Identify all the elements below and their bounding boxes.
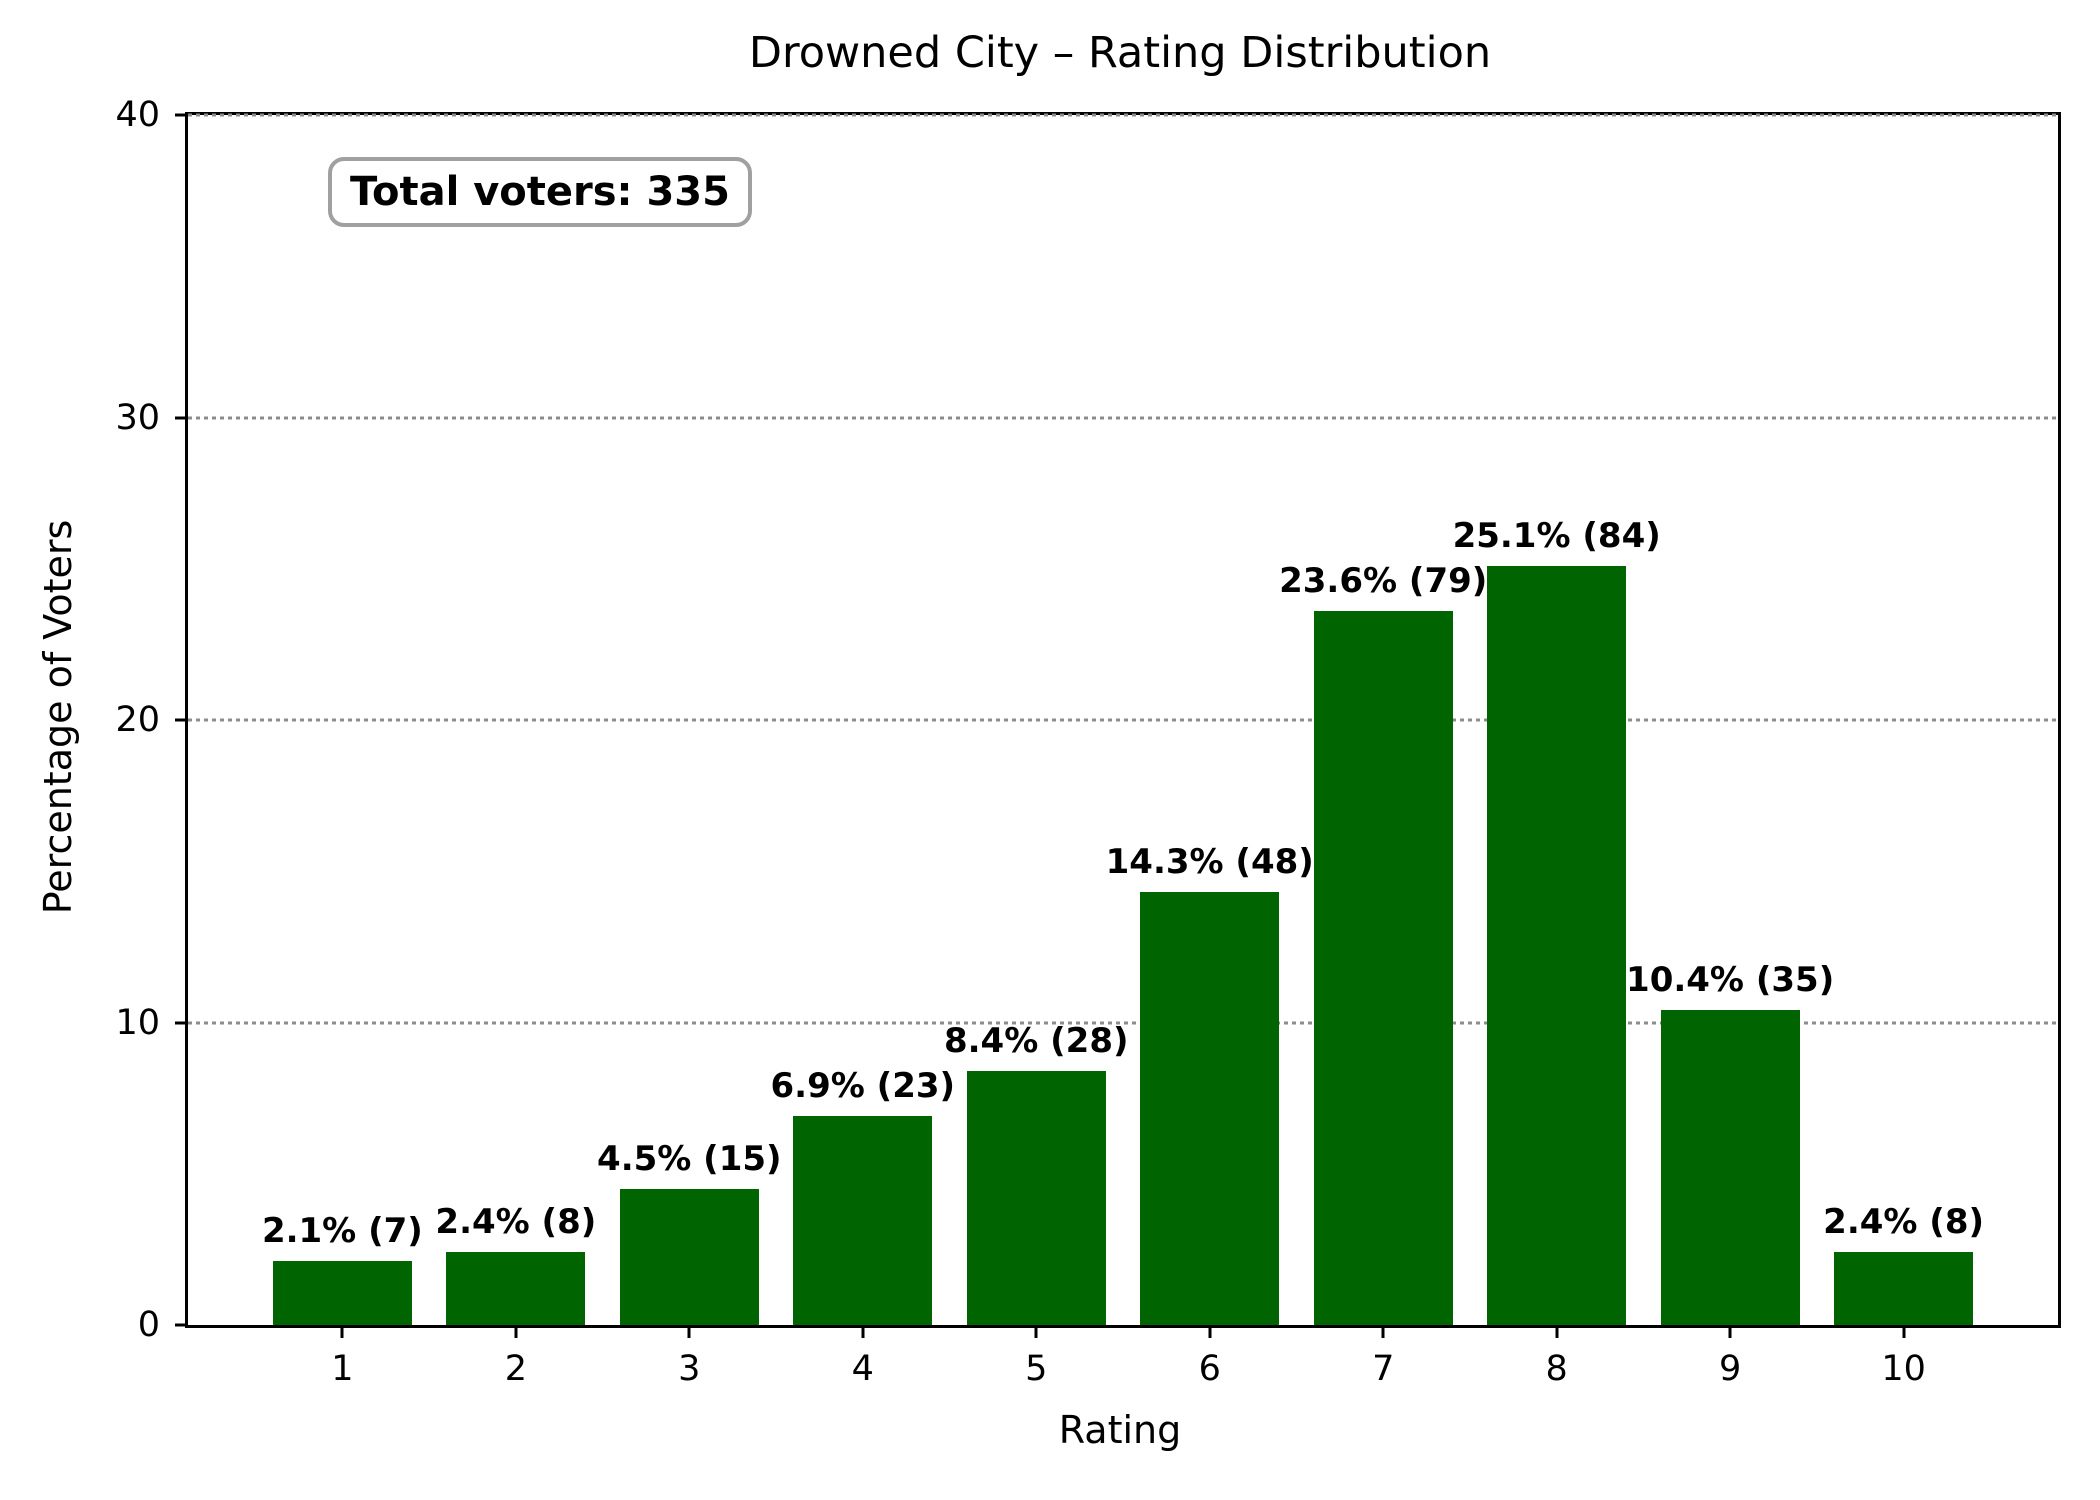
bars-layer: [188, 115, 2058, 1325]
y-tick-mark-40: [175, 113, 188, 117]
gridline-10: [188, 1021, 2058, 1024]
y-tick-mark-0: [175, 1323, 188, 1327]
x-tick-mark-4: [861, 1325, 865, 1338]
bar-label-rating-5: 8.4% (28): [943, 1020, 1129, 1061]
x-tick-mark-2: [514, 1325, 518, 1338]
x-tick-mark-1: [340, 1325, 344, 1338]
x-axis-title: Rating: [1058, 1408, 1182, 1452]
x-tick-label-7: 7: [1372, 1349, 1395, 1389]
bar-labels-layer: 2.1% (7) 2.4% (8) 4.5% (15) 6.9% (23) 8.4% (…: [188, 115, 2058, 1325]
y-tick-label-40: 40: [115, 95, 160, 135]
bar-label-rating-2: 2.4% (8): [435, 1202, 597, 1243]
bar-rating-9: [1660, 1010, 1800, 1325]
x-tick-mark-8: [1555, 1325, 1559, 1338]
y-tick-label-10: 10: [115, 1002, 160, 1043]
bar-label-rating-10: 2.4% (8): [1823, 1202, 1985, 1243]
x-tick-label-1: 1: [331, 1349, 354, 1389]
x-tick-mark-9: [1728, 1325, 1732, 1338]
gridline-40: [188, 113, 2058, 117]
y-tick-mark-30: [175, 416, 188, 419]
gridlines: [188, 113, 2058, 1325]
y-tick-label-30: 30: [115, 397, 160, 438]
bar-rating-1: [273, 1261, 412, 1325]
x-tick-label-8: 8: [1545, 1349, 1568, 1389]
y-tick-mark-20: [175, 718, 188, 722]
x-tick-label-10: 10: [1881, 1349, 1926, 1389]
y-axis-title: Percentage of Voters: [36, 519, 80, 915]
x-tick-mark-3: [687, 1325, 691, 1338]
bar-rating-2: [446, 1252, 586, 1325]
total-voters-annotation: Total voters: 335: [328, 157, 752, 227]
bar-rating-6: [1140, 892, 1280, 1325]
gridline-30: [188, 416, 2058, 419]
bar-label-rating-4: 6.9% (23): [770, 1066, 956, 1107]
x-tick-label-6: 6: [1198, 1349, 1221, 1389]
y-tick-label-0: 0: [137, 1305, 160, 1345]
x-tick-label-2: 2: [504, 1349, 527, 1389]
bar-label-rating-9: 10.4% (35): [1626, 960, 1835, 1001]
gridline-20: [188, 718, 2058, 722]
bar-label-rating-8: 25.1% (84): [1452, 515, 1661, 556]
bar-rating-4: [793, 1116, 933, 1325]
bar-rating-5: [966, 1070, 1106, 1325]
bar-label-rating-1: 2.1% (7): [261, 1211, 423, 1252]
x-tick-label-5: 5: [1025, 1349, 1048, 1389]
y-tick-mark-10: [175, 1021, 188, 1024]
x-tick-mark-6: [1208, 1325, 1212, 1338]
y-tick-label-20: 20: [115, 700, 160, 740]
bar-label-rating-7: 23.6% (79): [1279, 561, 1488, 602]
bar-rating-10: [1834, 1252, 1973, 1325]
x-tick-mark-5: [1034, 1325, 1038, 1338]
x-axis-ticks: 1 2 3 4 5 6 7 8 9 10: [188, 115, 2058, 1389]
bar-rating-8: [1487, 565, 1627, 1325]
x-tick-mark-10: [1902, 1325, 1906, 1338]
bar-label-rating-3: 4.5% (15): [597, 1138, 782, 1179]
plot-area: 2.1% (7) 2.4% (8) 4.5% (15) 6.9% (23) 8.4% (…: [115, 95, 2061, 1389]
x-tick-label-9: 9: [1719, 1349, 1742, 1389]
x-tick-mark-7: [1381, 1325, 1385, 1338]
x-tick-label-4: 4: [851, 1349, 874, 1389]
bar-rating-3: [619, 1188, 759, 1325]
chart-title: Drowned City – Rating Distribution: [748, 28, 1492, 78]
y-axis-ticks: 0 10 20 30 40: [115, 95, 2058, 1345]
bar-label-rating-6: 14.3% (48): [1105, 842, 1314, 883]
x-tick-label-3: 3: [678, 1349, 701, 1389]
bar-rating-7: [1313, 611, 1453, 1325]
